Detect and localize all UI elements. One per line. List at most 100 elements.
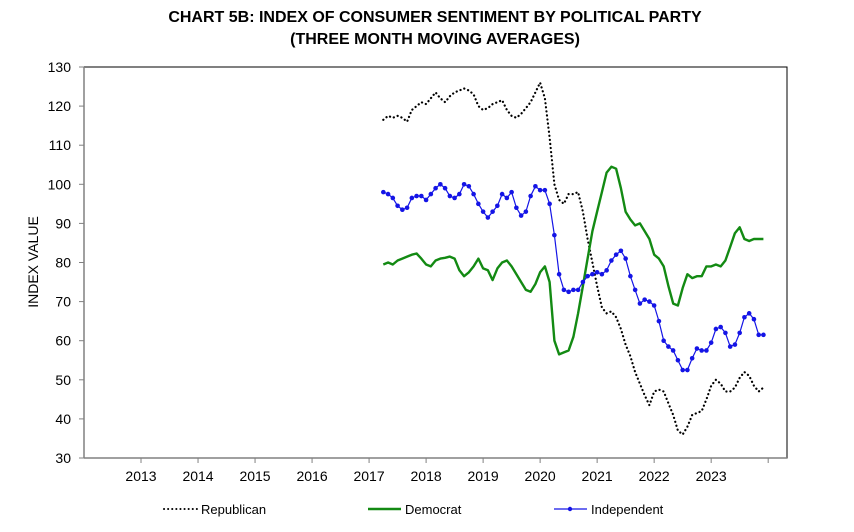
data-point-independent bbox=[723, 330, 728, 336]
legend-item-republican: Republican bbox=[163, 502, 266, 517]
data-point-independent bbox=[661, 338, 666, 344]
data-point-independent bbox=[756, 332, 761, 338]
data-point-independent bbox=[395, 203, 400, 209]
data-point-independent bbox=[642, 297, 647, 302]
x-tick-label: 2020 bbox=[525, 468, 556, 484]
series-independent bbox=[381, 182, 766, 373]
data-point-independent bbox=[594, 269, 600, 275]
data-point-independent bbox=[518, 213, 524, 218]
data-point-independent bbox=[400, 207, 405, 213]
data-point-independent bbox=[708, 340, 714, 345]
data-point-independent bbox=[713, 326, 719, 332]
data-point-independent bbox=[390, 195, 396, 201]
y-tick-label: 60 bbox=[55, 333, 71, 349]
data-point-independent bbox=[670, 348, 676, 353]
data-point-independent bbox=[694, 346, 700, 351]
data-point-independent bbox=[590, 271, 595, 277]
x-tick-label: 2014 bbox=[182, 468, 213, 484]
data-point-independent bbox=[647, 299, 652, 304]
data-point-independent bbox=[571, 287, 576, 293]
data-point-independent bbox=[447, 193, 453, 199]
data-point-independent bbox=[585, 273, 590, 279]
data-point-independent bbox=[699, 348, 704, 353]
data-point-independent bbox=[542, 187, 548, 193]
chart-subtitle: (THREE MONTH MOVING AVERAGES) bbox=[290, 31, 580, 48]
y-tick-label: 110 bbox=[49, 137, 72, 153]
y-tick-label: 40 bbox=[55, 411, 71, 427]
data-point-independent bbox=[423, 197, 429, 203]
series-line-republican bbox=[382, 79, 765, 437]
data-point-independent bbox=[742, 314, 747, 320]
data-point-independent bbox=[414, 193, 419, 199]
data-point-independent bbox=[680, 367, 685, 373]
data-point-independent bbox=[651, 303, 657, 308]
data-point-independent bbox=[561, 287, 567, 293]
data-point-independent bbox=[476, 201, 481, 207]
data-point-independent bbox=[466, 183, 472, 189]
data-point-independent bbox=[751, 316, 757, 322]
series-republican bbox=[382, 79, 765, 437]
data-point-independent bbox=[746, 311, 752, 316]
data-point-independent bbox=[533, 183, 538, 189]
data-point-independent bbox=[599, 271, 605, 277]
data-point-independent bbox=[637, 301, 643, 306]
data-point-independent bbox=[461, 182, 467, 187]
data-point-independent bbox=[499, 191, 505, 197]
legend-label-independent: Independent bbox=[591, 502, 664, 517]
data-point-independent bbox=[632, 287, 638, 293]
y-tick-label: 90 bbox=[55, 215, 71, 231]
y-tick-label: 30 bbox=[55, 450, 71, 466]
data-point-independent bbox=[428, 191, 434, 197]
x-tick-label: 2018 bbox=[411, 468, 442, 484]
data-point-independent bbox=[761, 332, 766, 338]
x-tick-label: 2015 bbox=[239, 468, 270, 484]
data-point-independent bbox=[685, 367, 690, 373]
data-point-independent bbox=[609, 258, 614, 263]
data-point-independent bbox=[727, 344, 733, 349]
data-point-independent bbox=[442, 185, 448, 191]
series-democrat bbox=[382, 165, 764, 356]
legend-label-democrat: Democrat bbox=[405, 502, 462, 517]
data-point-independent bbox=[613, 252, 619, 257]
data-point-independent bbox=[566, 289, 571, 295]
data-point-independent bbox=[666, 344, 671, 349]
y-tick-label: 120 bbox=[48, 98, 72, 114]
y-axis-title: INDEX VALUE bbox=[25, 216, 41, 308]
data-point-independent bbox=[580, 279, 586, 285]
chart-title: CHART 5B: INDEX OF CONSUMER SENTIMENT BY… bbox=[168, 9, 702, 26]
data-point-independent bbox=[385, 191, 391, 197]
data-point-independent bbox=[480, 209, 486, 214]
data-point-independent bbox=[718, 324, 723, 330]
y-tick-label: 130 bbox=[48, 59, 72, 75]
data-point-independent bbox=[556, 271, 562, 277]
data-point-independent bbox=[457, 191, 462, 197]
data-point-independent bbox=[732, 342, 738, 347]
data-point-independent bbox=[656, 318, 662, 324]
data-point-independent bbox=[509, 189, 514, 195]
y-tick-label: 70 bbox=[55, 294, 71, 310]
data-point-independent bbox=[471, 191, 476, 197]
series-line-democrat bbox=[382, 165, 764, 356]
data-point-independent bbox=[452, 195, 457, 201]
data-point-independent bbox=[628, 273, 633, 279]
data-point-independent bbox=[737, 330, 742, 336]
legend-item-democrat: Democrat bbox=[368, 502, 462, 517]
series-line-independent bbox=[383, 183, 764, 371]
data-point-independent bbox=[381, 189, 386, 195]
y-tick-label: 80 bbox=[55, 255, 71, 271]
data-point-independent bbox=[689, 355, 695, 361]
x-tick-label: 2013 bbox=[125, 468, 156, 484]
data-point-independent bbox=[537, 187, 543, 193]
data-point-independent bbox=[575, 287, 581, 293]
data-point-independent bbox=[438, 182, 443, 187]
data-point-independent bbox=[618, 248, 624, 254]
data-point-independent bbox=[528, 193, 533, 199]
data-point-independent bbox=[504, 195, 510, 201]
data-point-independent bbox=[523, 209, 529, 214]
data-point-independent bbox=[623, 256, 628, 261]
x-tick-label: 2016 bbox=[296, 468, 327, 484]
x-tick-label: 2021 bbox=[582, 468, 613, 484]
x-tick-label: 2022 bbox=[639, 468, 670, 484]
legend-item-independent: Independent bbox=[554, 502, 664, 517]
